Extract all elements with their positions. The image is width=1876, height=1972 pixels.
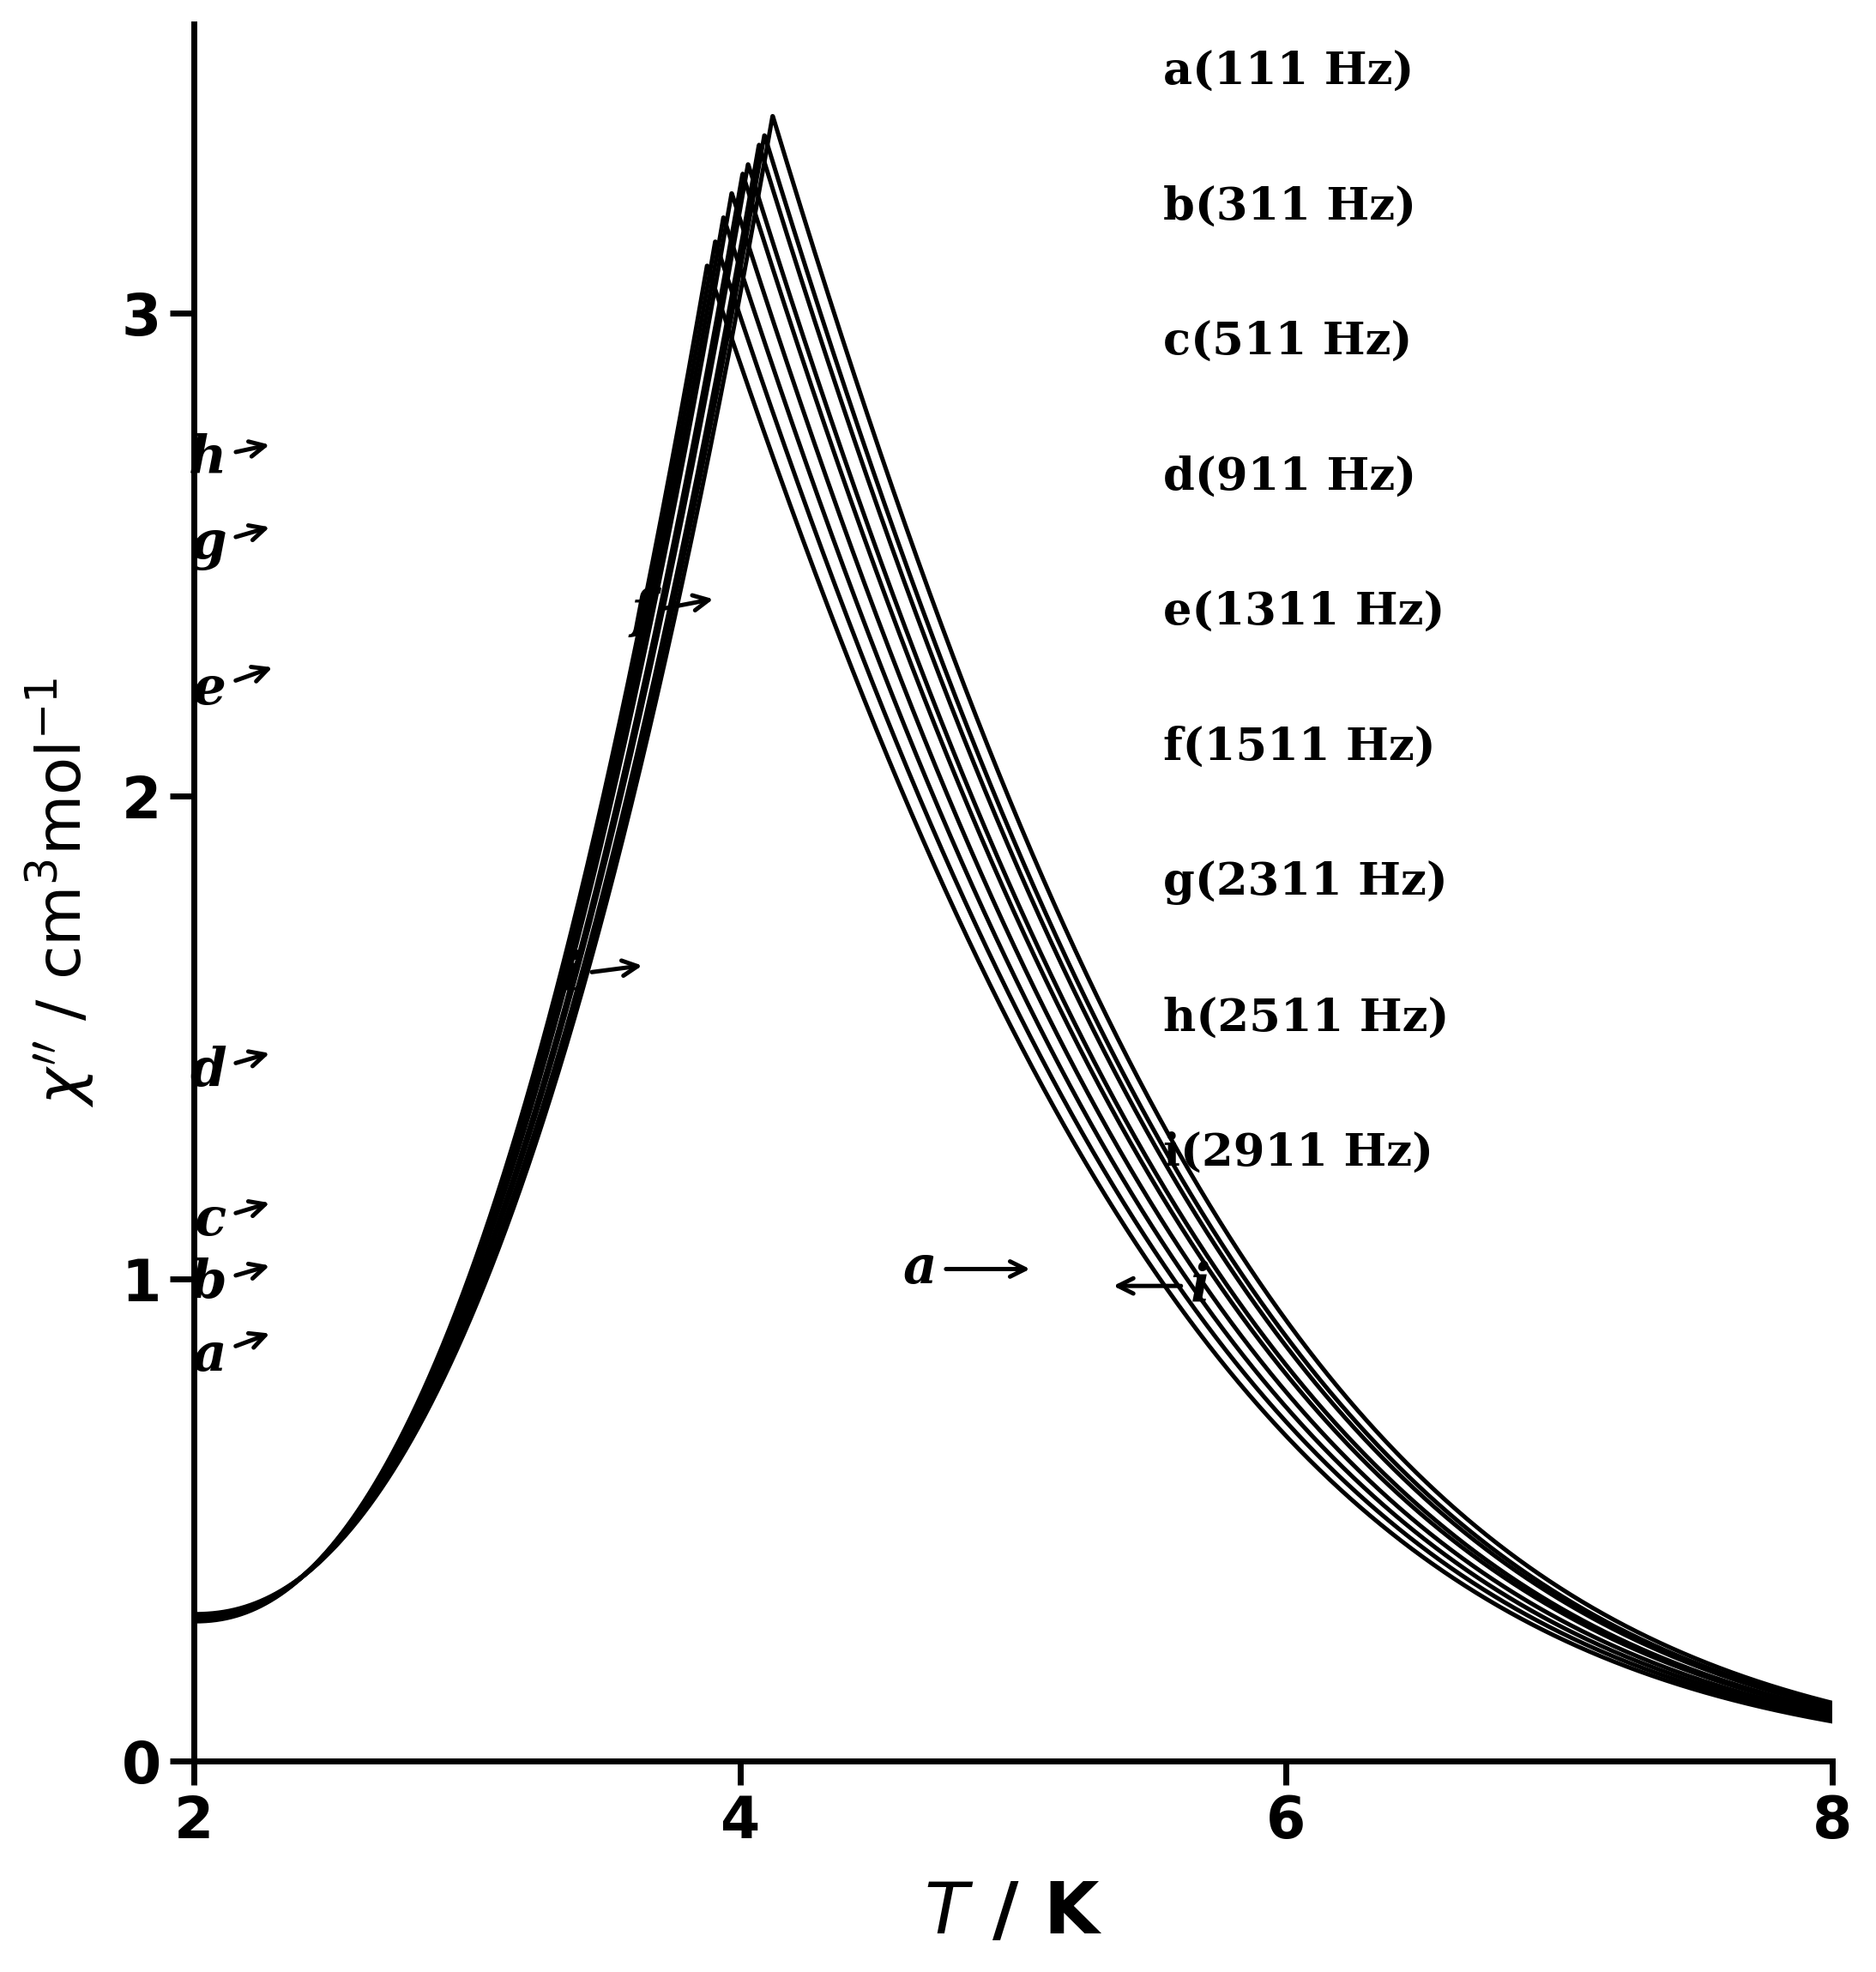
Text: b(311 Hz): b(311 Hz) bbox=[1163, 185, 1416, 229]
Text: i: i bbox=[563, 949, 638, 1000]
Text: d(911 Hz): d(911 Hz) bbox=[1163, 456, 1416, 499]
Text: i: i bbox=[1118, 1260, 1210, 1311]
Text: g: g bbox=[189, 519, 265, 570]
Text: h: h bbox=[188, 432, 265, 483]
Text: g(2311 Hz): g(2311 Hz) bbox=[1163, 860, 1448, 905]
Text: f(1511 Hz): f(1511 Hz) bbox=[1163, 726, 1435, 769]
X-axis label: $\mathbf{\it{T}}$ / K: $\mathbf{\it{T}}$ / K bbox=[923, 1879, 1103, 1948]
Text: c(511 Hz): c(511 Hz) bbox=[1163, 321, 1413, 365]
Text: i(2911 Hz): i(2911 Hz) bbox=[1163, 1132, 1433, 1175]
Text: b: b bbox=[189, 1258, 265, 1309]
Text: a: a bbox=[193, 1331, 265, 1382]
Text: d: d bbox=[189, 1045, 265, 1096]
Text: f: f bbox=[630, 588, 709, 639]
Text: a(111 Hz): a(111 Hz) bbox=[1163, 49, 1415, 95]
Text: e: e bbox=[193, 665, 268, 716]
Y-axis label: $\chi''$ / cm$^3$mol$^{-1}$: $\chi''$ / cm$^3$mol$^{-1}$ bbox=[24, 678, 98, 1108]
Text: e(1311 Hz): e(1311 Hz) bbox=[1163, 592, 1445, 635]
Text: c: c bbox=[195, 1195, 265, 1246]
Text: a: a bbox=[902, 1242, 1026, 1296]
Text: h(2511 Hz): h(2511 Hz) bbox=[1163, 996, 1448, 1039]
